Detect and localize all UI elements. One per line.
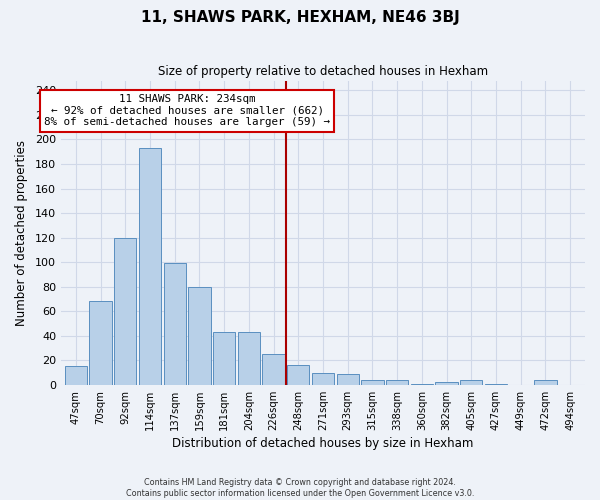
Bar [238,332,260,385]
Text: Contains HM Land Registry data © Crown copyright and database right 2024.
Contai: Contains HM Land Registry data © Crown c… [126,478,474,498]
Bar [436,382,458,385]
Bar [65,366,87,385]
Bar [337,374,359,385]
Bar [262,354,285,385]
Bar [386,380,408,385]
Bar [114,238,136,385]
Bar [535,380,557,385]
Bar [361,380,383,385]
Bar [411,384,433,385]
Bar [287,365,310,385]
Title: Size of property relative to detached houses in Hexham: Size of property relative to detached ho… [158,65,488,78]
Bar [89,302,112,385]
Bar [485,384,507,385]
X-axis label: Distribution of detached houses by size in Hexham: Distribution of detached houses by size … [172,437,474,450]
Bar [460,380,482,385]
Bar [213,332,235,385]
Text: 11 SHAWS PARK: 234sqm
← 92% of detached houses are smaller (662)
8% of semi-deta: 11 SHAWS PARK: 234sqm ← 92% of detached … [44,94,330,128]
Text: 11, SHAWS PARK, HEXHAM, NE46 3BJ: 11, SHAWS PARK, HEXHAM, NE46 3BJ [140,10,460,25]
Bar [164,264,186,385]
Bar [188,286,211,385]
Y-axis label: Number of detached properties: Number of detached properties [15,140,28,326]
Bar [139,148,161,385]
Bar [312,372,334,385]
